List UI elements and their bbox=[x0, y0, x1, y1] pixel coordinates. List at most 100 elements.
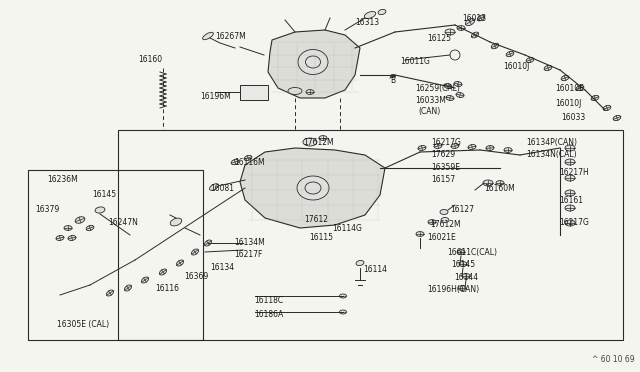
Ellipse shape bbox=[364, 12, 376, 19]
Ellipse shape bbox=[68, 235, 76, 240]
Text: (CAN): (CAN) bbox=[418, 107, 440, 116]
Ellipse shape bbox=[64, 225, 72, 230]
Text: 16116M: 16116M bbox=[234, 158, 264, 167]
Ellipse shape bbox=[378, 9, 386, 15]
Ellipse shape bbox=[244, 155, 252, 161]
Text: 16010J: 16010J bbox=[503, 62, 529, 71]
Ellipse shape bbox=[56, 235, 64, 240]
Ellipse shape bbox=[561, 76, 569, 81]
Text: 16010E: 16010E bbox=[555, 84, 584, 93]
Text: 16160M: 16160M bbox=[484, 184, 515, 193]
Ellipse shape bbox=[75, 217, 85, 223]
Text: 16125: 16125 bbox=[427, 34, 451, 43]
Text: 16033: 16033 bbox=[561, 113, 585, 122]
Text: 17612: 17612 bbox=[304, 215, 328, 224]
Ellipse shape bbox=[468, 145, 476, 150]
Ellipse shape bbox=[339, 310, 346, 314]
Ellipse shape bbox=[86, 225, 94, 231]
Ellipse shape bbox=[416, 232, 424, 236]
Ellipse shape bbox=[471, 32, 479, 38]
Text: 16313: 16313 bbox=[355, 18, 379, 27]
Ellipse shape bbox=[440, 209, 448, 215]
Ellipse shape bbox=[565, 220, 575, 226]
Text: 16145: 16145 bbox=[92, 190, 116, 199]
Text: 16247N: 16247N bbox=[108, 218, 138, 227]
Ellipse shape bbox=[231, 159, 239, 165]
Text: 16134M: 16134M bbox=[234, 238, 265, 247]
Ellipse shape bbox=[191, 249, 198, 255]
Text: 16196H(CAN): 16196H(CAN) bbox=[427, 285, 479, 294]
Text: 16145: 16145 bbox=[451, 260, 475, 269]
Bar bbox=[118, 130, 623, 340]
Ellipse shape bbox=[297, 176, 329, 200]
Ellipse shape bbox=[445, 29, 455, 35]
Text: 16118C: 16118C bbox=[254, 296, 283, 305]
Text: 16186A: 16186A bbox=[254, 310, 284, 319]
Text: 16134P(CAN): 16134P(CAN) bbox=[526, 138, 577, 147]
Polygon shape bbox=[240, 85, 268, 100]
Text: 16134: 16134 bbox=[210, 263, 234, 272]
Text: 16196M: 16196M bbox=[200, 92, 231, 101]
Ellipse shape bbox=[492, 43, 499, 49]
Text: 16134N(CAL): 16134N(CAL) bbox=[526, 150, 577, 159]
Ellipse shape bbox=[298, 49, 328, 74]
Ellipse shape bbox=[177, 260, 184, 266]
Text: 16217G: 16217G bbox=[559, 218, 589, 227]
Text: 16115: 16115 bbox=[309, 233, 333, 242]
Text: 16011G: 16011G bbox=[400, 57, 430, 66]
Text: 16013: 16013 bbox=[462, 14, 486, 23]
Ellipse shape bbox=[390, 74, 396, 77]
Ellipse shape bbox=[496, 180, 504, 185]
Text: 16369: 16369 bbox=[184, 272, 208, 281]
Text: 16033M: 16033M bbox=[415, 96, 446, 105]
Polygon shape bbox=[268, 30, 360, 98]
Ellipse shape bbox=[444, 84, 452, 89]
Text: 16157: 16157 bbox=[431, 175, 455, 184]
Ellipse shape bbox=[204, 240, 212, 246]
Ellipse shape bbox=[465, 18, 475, 26]
Ellipse shape bbox=[418, 145, 426, 150]
Ellipse shape bbox=[288, 87, 302, 94]
Text: 16259(CAL): 16259(CAL) bbox=[415, 84, 460, 93]
Ellipse shape bbox=[457, 250, 465, 254]
Ellipse shape bbox=[486, 145, 494, 150]
Ellipse shape bbox=[319, 136, 327, 140]
Ellipse shape bbox=[565, 190, 575, 196]
Ellipse shape bbox=[305, 56, 321, 68]
Text: B: B bbox=[390, 76, 395, 85]
Ellipse shape bbox=[456, 93, 464, 97]
Text: 16114: 16114 bbox=[363, 265, 387, 274]
Ellipse shape bbox=[576, 85, 584, 91]
Ellipse shape bbox=[457, 26, 465, 31]
Text: 17612M: 17612M bbox=[430, 220, 461, 229]
Text: ^ 60 10 69: ^ 60 10 69 bbox=[593, 355, 635, 364]
Ellipse shape bbox=[95, 207, 105, 213]
Ellipse shape bbox=[565, 175, 575, 181]
Ellipse shape bbox=[451, 144, 459, 148]
Ellipse shape bbox=[356, 260, 364, 266]
Ellipse shape bbox=[159, 269, 166, 275]
Ellipse shape bbox=[446, 96, 454, 100]
Ellipse shape bbox=[462, 273, 470, 278]
Ellipse shape bbox=[339, 294, 346, 298]
Ellipse shape bbox=[434, 144, 442, 148]
Ellipse shape bbox=[106, 290, 113, 296]
Text: 16127: 16127 bbox=[450, 205, 474, 214]
Text: 17612M: 17612M bbox=[303, 138, 333, 147]
Ellipse shape bbox=[454, 81, 462, 86]
Text: 16611C(CAL): 16611C(CAL) bbox=[447, 248, 497, 257]
Text: 16114G: 16114G bbox=[332, 224, 362, 233]
Text: 16267M: 16267M bbox=[215, 32, 246, 41]
Text: 16217F: 16217F bbox=[234, 250, 262, 259]
Ellipse shape bbox=[170, 218, 182, 226]
Ellipse shape bbox=[203, 32, 213, 40]
Text: 16305E (CAL): 16305E (CAL) bbox=[57, 320, 109, 329]
Ellipse shape bbox=[603, 105, 611, 110]
Text: 16010J: 16010J bbox=[555, 99, 581, 108]
Ellipse shape bbox=[141, 277, 148, 283]
Text: 16116: 16116 bbox=[155, 284, 179, 293]
Ellipse shape bbox=[565, 205, 575, 211]
Text: 16359E: 16359E bbox=[431, 163, 460, 172]
Ellipse shape bbox=[506, 51, 514, 57]
Ellipse shape bbox=[441, 218, 449, 222]
